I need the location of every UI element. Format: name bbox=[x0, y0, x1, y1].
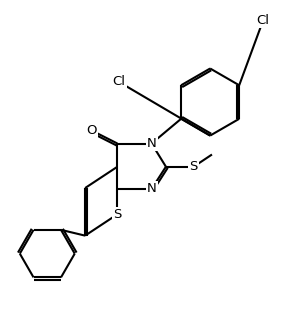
Text: S: S bbox=[113, 208, 122, 221]
Text: Cl: Cl bbox=[257, 15, 269, 28]
Text: N: N bbox=[147, 137, 156, 150]
Text: O: O bbox=[86, 124, 97, 137]
Text: Cl: Cl bbox=[113, 75, 125, 88]
Text: S: S bbox=[189, 160, 198, 173]
Text: N: N bbox=[147, 183, 156, 196]
